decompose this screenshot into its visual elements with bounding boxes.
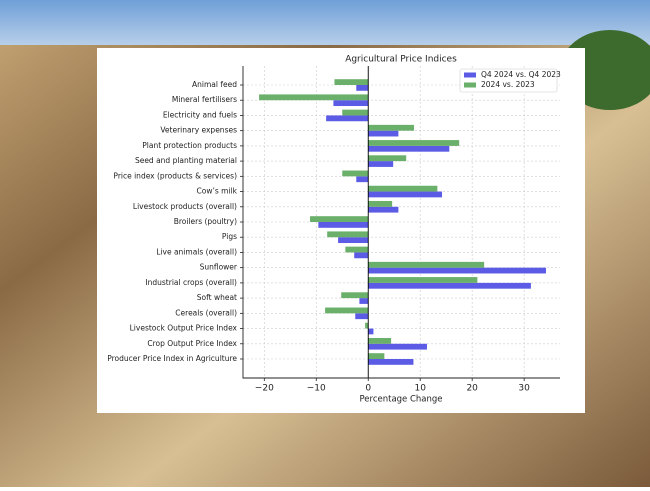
y-tick-label: Live animals (overall) <box>156 247 237 256</box>
bar <box>368 359 414 365</box>
bar <box>355 313 369 320</box>
bar <box>368 282 531 289</box>
bar <box>368 328 374 335</box>
bar <box>359 298 369 304</box>
chart-title: Agricultural Price Indices <box>345 55 457 65</box>
y-tick-label: Seed and planting material <box>135 156 237 165</box>
legend-label: 2024 vs. 2023 <box>481 80 535 89</box>
bar <box>368 130 399 137</box>
y-tick-label: Producer Price Index in Agriculture <box>107 354 237 363</box>
chart-card <box>97 48 585 413</box>
bar <box>333 100 369 107</box>
y-tick-label: Price index (products & services) <box>113 171 237 180</box>
y-tick-label: Animal feed <box>192 80 237 89</box>
bar <box>334 79 369 85</box>
legend-box <box>459 68 558 93</box>
x-tick-label: 0 <box>365 384 371 394</box>
bar <box>259 94 369 101</box>
legend-swatch <box>464 82 476 88</box>
axes-frame <box>242 66 560 379</box>
bar <box>368 343 427 350</box>
bar <box>326 115 369 122</box>
y-tick-label: Mineral fertilisers <box>172 95 237 104</box>
bar <box>354 252 369 259</box>
bar <box>338 237 369 244</box>
y-tick-label: Industrial crops (overall) <box>145 278 237 287</box>
bar <box>310 216 369 222</box>
y-tick-label: Sunflower <box>200 263 238 272</box>
bar <box>368 261 485 268</box>
bar <box>325 307 369 314</box>
bar <box>368 124 414 131</box>
sky <box>0 0 650 45</box>
x-tick-label: −10 <box>307 384 326 394</box>
x-tick-label: 20 <box>466 384 478 394</box>
bar <box>368 353 385 359</box>
y-tick-label: Soft wheat <box>197 293 237 302</box>
legend-label: Q4 2024 vs. Q4 2023 <box>481 70 561 79</box>
bar <box>368 200 393 207</box>
x-axis-label: Percentage Change <box>359 395 442 405</box>
bar <box>356 176 369 183</box>
bar <box>368 191 443 198</box>
y-tick-label: Crop Output Price Index <box>147 339 237 348</box>
bar <box>368 337 392 344</box>
bar <box>368 277 478 283</box>
plot-area: −20 −10 0 10 20 30 Animal feed Mineral fertilis… <box>107 66 561 394</box>
bar <box>327 231 369 238</box>
x-tick-label: 30 <box>518 384 530 394</box>
bar <box>368 140 460 146</box>
x-tick-label: 10 <box>414 384 426 394</box>
y-tick-label: Pigs <box>222 232 237 241</box>
bar <box>342 109 369 116</box>
bar <box>356 85 369 91</box>
bar <box>368 185 438 192</box>
bar <box>368 155 407 162</box>
bar <box>345 246 369 253</box>
bar <box>368 206 399 213</box>
bar <box>365 322 369 329</box>
y-tick-label: Plant protection products <box>142 141 237 150</box>
bar <box>368 161 394 167</box>
y-tick-label: Veterinary expenses <box>160 126 237 135</box>
legend-swatch <box>464 72 476 78</box>
bar <box>342 170 369 177</box>
bar <box>341 292 369 299</box>
y-tick-label: Cereals (overall) <box>175 308 237 317</box>
x-tick-label: −20 <box>255 384 274 394</box>
y-tick-label: Livestock Output Price Index <box>130 324 238 333</box>
y-tick-label: Cow’s milk <box>197 187 238 196</box>
bar <box>368 145 450 152</box>
bar <box>318 222 369 228</box>
bar <box>368 267 546 274</box>
y-tick-label: Broilers (poultry) <box>174 217 237 226</box>
y-tick-label: Livestock products (overall) <box>133 202 237 211</box>
y-tick-label: Electricity and fuels <box>163 110 237 119</box>
